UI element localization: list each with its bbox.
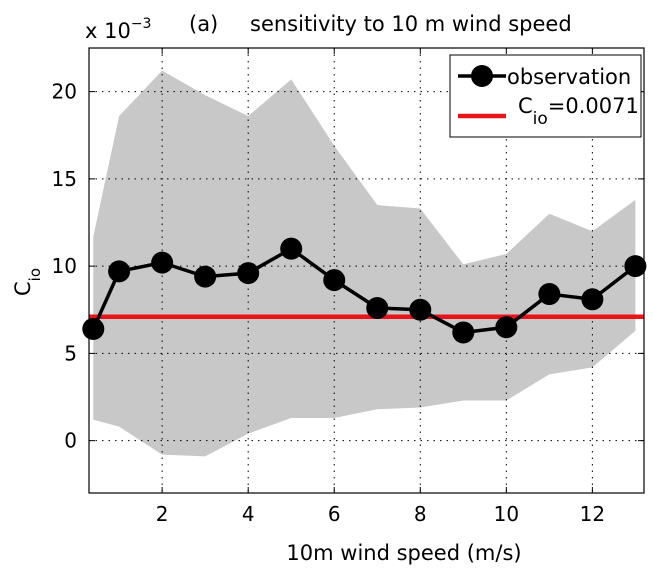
y-axis-label-subscript: io [26,268,44,281]
observation-point [82,317,105,340]
observation-point [323,269,346,292]
uncertainty-band-area [93,70,636,457]
observation-point [366,297,389,320]
scale-exponent: −3 [131,16,152,32]
observation-point [581,288,604,311]
observation-point [237,262,260,285]
x-tick-label: 4 [242,502,255,526]
y-axis-label: Cio [11,268,44,296]
legend-reference-subscript: io [533,109,548,129]
observation-point [624,255,647,278]
observation-point [538,283,561,306]
ticks: 2 4 6 8 10 12 0 5 10 15 20 [52,48,644,526]
legend-reference-label: Cio=0.0071 [518,94,639,129]
x-tick-label: 6 [328,502,341,526]
observation-point [280,237,303,260]
y-tick-label: 20 [52,80,77,104]
chart-title: sensitivity to 10 m wind speed [250,12,572,36]
x-tick-label: 8 [414,502,427,526]
uncertainty-band [93,70,636,457]
x-tick-label: 12 [580,502,605,526]
y-tick-label: 15 [52,167,77,191]
legend: observation Cio=0.0071 [449,54,642,138]
legend-observation-marker [471,65,493,87]
y-tick-label: 0 [64,429,77,453]
observation-point [194,265,217,288]
x-tick-label: 10 [494,502,519,526]
observation-point [108,260,131,283]
y-tick-label: 5 [64,341,77,365]
legend-observation-label: observation [507,65,631,89]
observation-point [452,321,475,344]
scale-multiplier: x 10−3 [85,16,151,43]
legend-reference-value: =0.0071 [548,94,639,118]
observation-point [409,298,432,321]
observation-point [151,251,174,274]
x-axis-label: 10m wind speed (m/s) [286,541,521,565]
y-tick-label: 10 [52,254,77,278]
x-tick-label: 2 [156,502,169,526]
plot-frame [88,47,645,494]
series-layer [82,237,647,344]
panel-label: (a) [189,12,218,36]
observation-point [495,316,518,339]
